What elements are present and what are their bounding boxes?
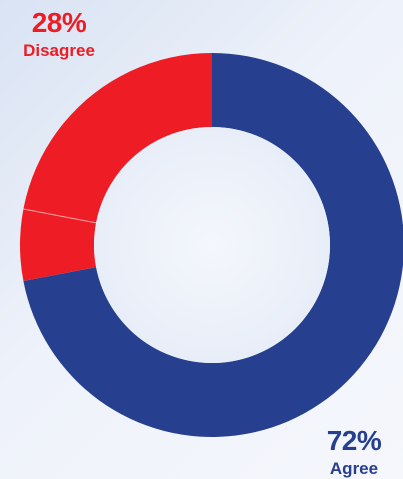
agree-label: 72% Agree: [300, 425, 403, 478]
agree-category: Agree: [329, 459, 379, 478]
slice-agree: [23, 53, 403, 437]
disagree-segment-divider: [23, 208, 97, 224]
slice-disagree: [19, 53, 213, 281]
disagree-percent: 28%: [31, 7, 87, 38]
agree-percent: 72%: [326, 425, 382, 456]
disagree-category: Disagree: [23, 41, 95, 60]
donut-hole: [94, 127, 330, 363]
disagree-label: 28% Disagree: [4, 7, 114, 60]
